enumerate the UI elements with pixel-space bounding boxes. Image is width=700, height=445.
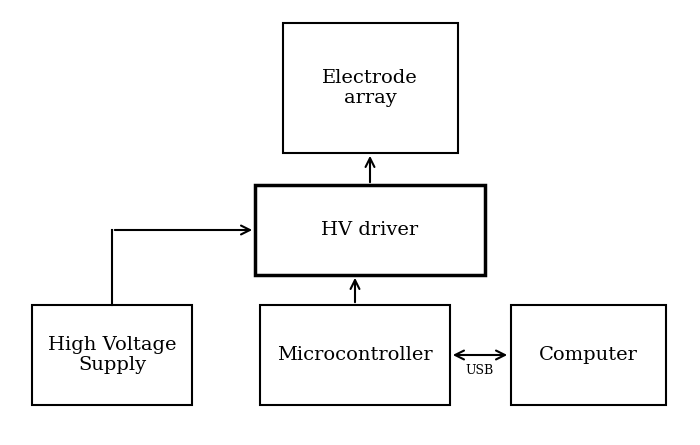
Bar	[255, 185, 485, 275]
Text: High Voltage
Supply: High Voltage Supply	[48, 336, 176, 374]
Bar	[283, 23, 458, 153]
Text: Computer: Computer	[538, 346, 638, 364]
Bar	[32, 305, 192, 405]
Bar	[260, 305, 450, 405]
Text: USB: USB	[466, 364, 494, 376]
Text: HV driver: HV driver	[321, 221, 419, 239]
Text: Electrode
array: Electrode array	[322, 69, 418, 107]
Bar	[510, 305, 666, 405]
Text: Microcontroller: Microcontroller	[277, 346, 433, 364]
